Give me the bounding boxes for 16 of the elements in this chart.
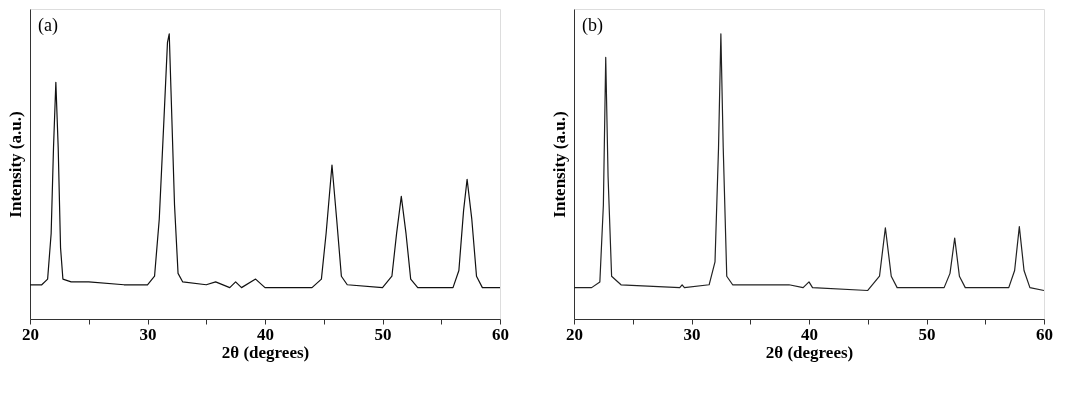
x-axis-title: 2θ (degrees)	[765, 342, 854, 362]
x-tick-label: 60	[492, 324, 509, 344]
x-tick-label: 20	[566, 324, 583, 344]
x-tick-label: 40	[257, 324, 274, 344]
x-tick-label: 30	[139, 324, 157, 344]
x-tick-label: 50	[918, 324, 936, 344]
x-tick-label: 50	[374, 324, 392, 344]
x-tick-label: 60	[1036, 324, 1053, 344]
y-axis-title: Intensity (a.u.)	[5, 111, 25, 218]
x-tick-label: 20	[22, 324, 39, 344]
annotation: (b)	[582, 15, 603, 36]
x-tick-label: 30	[683, 324, 701, 344]
x-axis-title: 2θ (degrees)	[221, 342, 310, 362]
y-axis-title: Intensity (a.u.)	[549, 111, 569, 218]
x-tick-label: 40	[801, 324, 818, 344]
annotation: (a)	[38, 15, 58, 36]
